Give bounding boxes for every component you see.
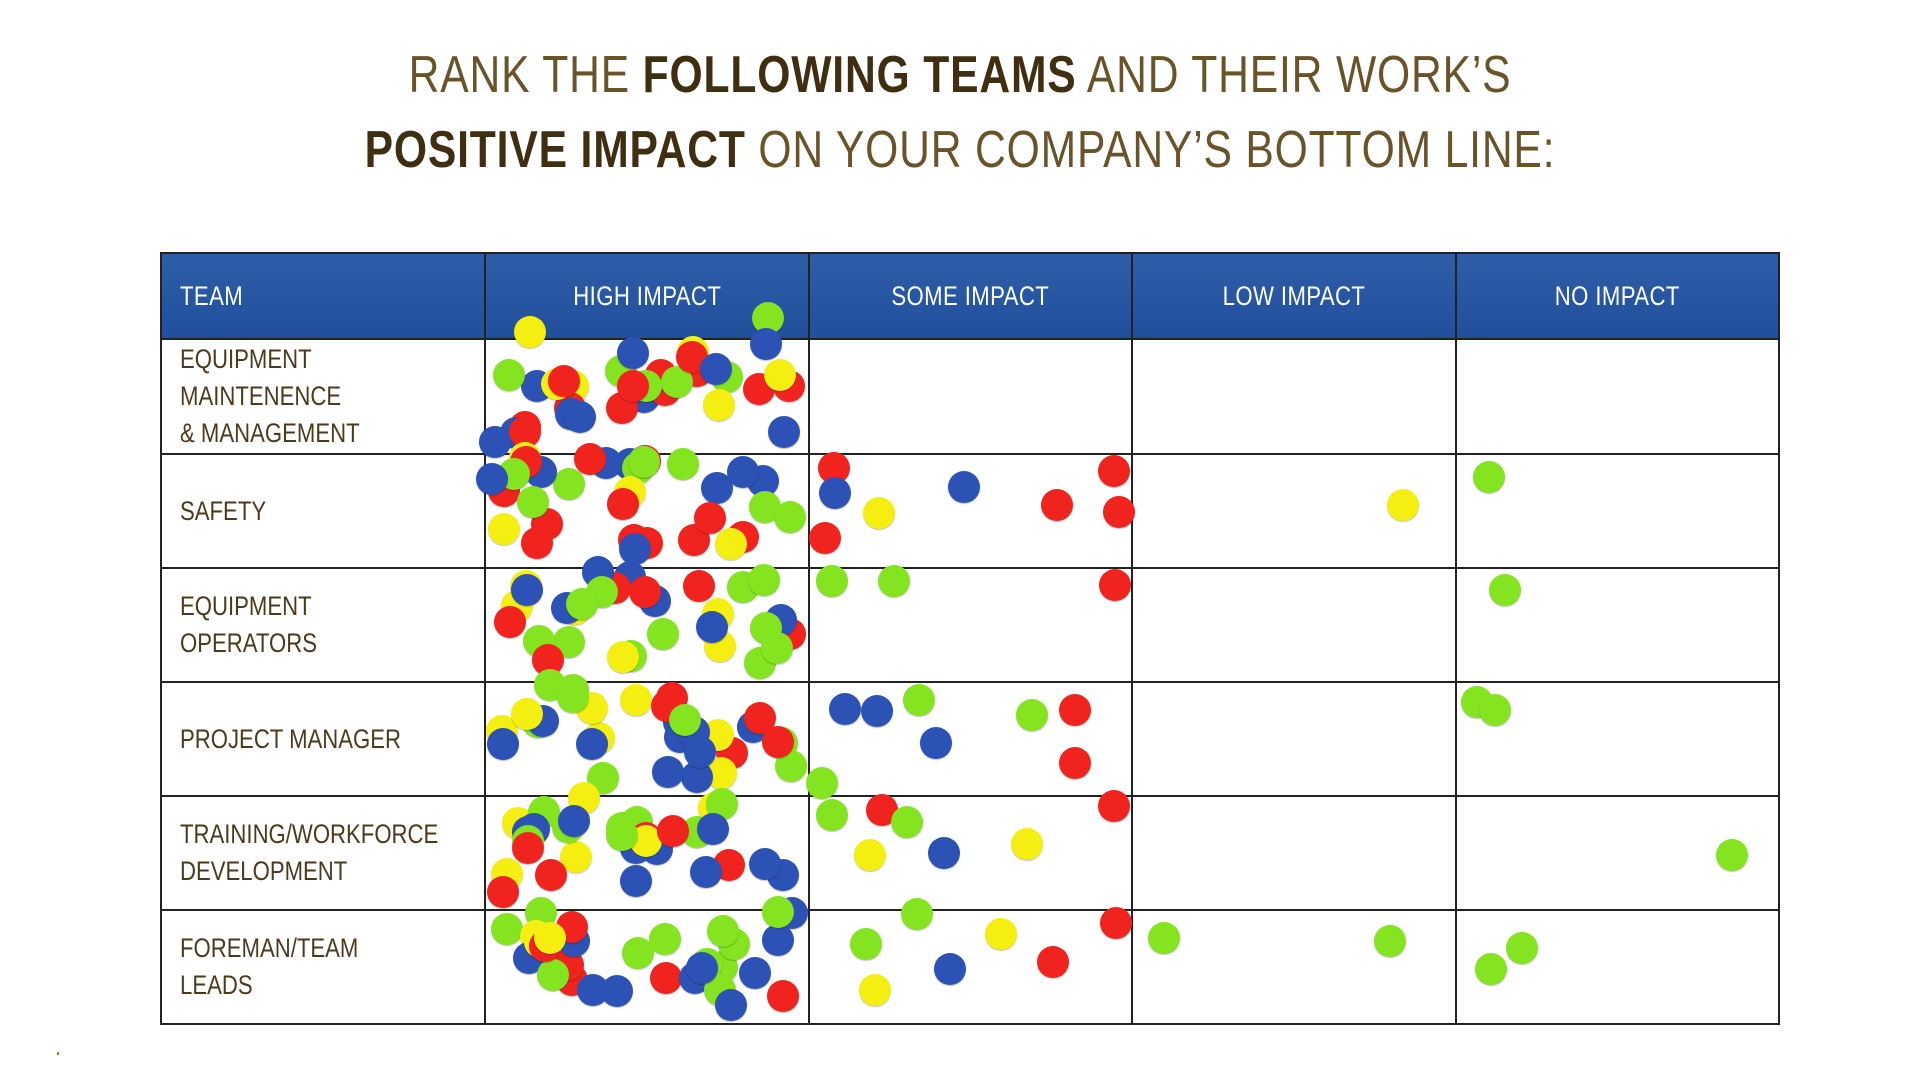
team-label: SAFETY <box>180 495 267 526</box>
title-line-1-post: AND THEIR WORK’S <box>1076 46 1512 104</box>
vote-cell <box>808 681 1133 797</box>
team-cell: TRAINING/WORKFORCE DEVELOPMENT <box>160 795 486 911</box>
vote-cell <box>808 567 1133 683</box>
vote-cell <box>1131 567 1457 683</box>
table-row: FOREMAN/TEAM LEADS <box>160 909 1780 1025</box>
column-header-team-label: TEAM <box>180 280 244 311</box>
title-line-1: RANK THE FOLLOWING TEAMS AND THEIR WORK’… <box>173 45 1747 105</box>
vote-cell <box>1131 681 1457 797</box>
column-header-some-impact-label: SOME IMPACT <box>891 280 1050 311</box>
column-header-low-impact-label: LOW IMPACT <box>1222 280 1366 311</box>
team-label: EQUIPMENT OPERATORS <box>180 591 317 658</box>
vote-cell <box>1455 338 1780 455</box>
vote-cell <box>484 338 810 455</box>
column-header-high-impact: HIGH IMPACT <box>484 252 810 340</box>
vote-cell <box>484 909 810 1025</box>
column-header-high-impact-label: HIGH IMPACT <box>572 280 722 311</box>
column-header-team: TEAM <box>160 252 486 340</box>
title-line-2-bold: POSITIVE IMPACT <box>364 121 746 179</box>
team-label: EQUIPMENT MAINTENENCE & MANAGEMENT <box>180 344 360 448</box>
vote-cell <box>808 909 1133 1025</box>
team-cell: EQUIPMENT OPERATORS <box>160 567 486 683</box>
title-line-2-post: ON YOUR COMPANY’S BOTTOM LINE: <box>745 121 1556 179</box>
title-line-1-pre: RANK THE <box>408 46 643 104</box>
ranking-table: TEAM HIGH IMPACT SOME IMPACT LOW IMPACT … <box>160 252 1780 1025</box>
vote-cell <box>484 453 810 569</box>
vote-cell <box>808 453 1133 569</box>
vote-cell <box>1455 909 1780 1025</box>
vote-cell <box>808 338 1133 455</box>
table-row: PROJECT MANAGER <box>160 681 1780 797</box>
team-cell: PROJECT MANAGER <box>160 681 486 797</box>
table-row: EQUIPMENT MAINTENENCE & MANAGEMENT <box>160 338 1780 455</box>
table-row: TRAINING/WORKFORCE DEVELOPMENT <box>160 795 1780 911</box>
vote-cell <box>1131 795 1457 911</box>
column-header-no-impact: NO IMPACT <box>1455 252 1780 340</box>
table-row: EQUIPMENT OPERATORS <box>160 567 1780 683</box>
vote-cell <box>484 795 810 911</box>
team-label: FOREMAN/TEAM LEADS <box>180 933 359 1000</box>
vote-cell <box>808 795 1133 911</box>
vote-cell <box>1455 795 1780 911</box>
vote-cell <box>1455 453 1780 569</box>
team-cell: EQUIPMENT MAINTENENCE & MANAGEMENT <box>160 338 486 455</box>
speck <box>57 1052 59 1055</box>
vote-cell <box>484 567 810 683</box>
team-cell: FOREMAN/TEAM LEADS <box>160 909 486 1025</box>
vote-cell <box>484 681 810 797</box>
vote-cell <box>1131 338 1457 455</box>
vote-cell <box>1455 681 1780 797</box>
vote-cell <box>1455 567 1780 683</box>
column-header-no-impact-label: NO IMPACT <box>1554 280 1681 311</box>
column-header-some-impact: SOME IMPACT <box>808 252 1133 340</box>
title-line-1-bold: FOLLOWING TEAMS <box>642 46 1077 104</box>
header-row: TEAM HIGH IMPACT SOME IMPACT LOW IMPACT … <box>160 252 1780 340</box>
column-header-low-impact: LOW IMPACT <box>1131 252 1457 340</box>
table-row: SAFETY <box>160 453 1780 569</box>
team-label: TRAINING/WORKFORCE DEVELOPMENT <box>180 819 439 886</box>
team-label: PROJECT MANAGER <box>180 723 402 754</box>
vote-cell <box>1131 453 1457 569</box>
vote-cell <box>1131 909 1457 1025</box>
team-cell: SAFETY <box>160 453 486 569</box>
title-line-2: POSITIVE IMPACT ON YOUR COMPANY’S BOTTOM… <box>173 120 1747 180</box>
